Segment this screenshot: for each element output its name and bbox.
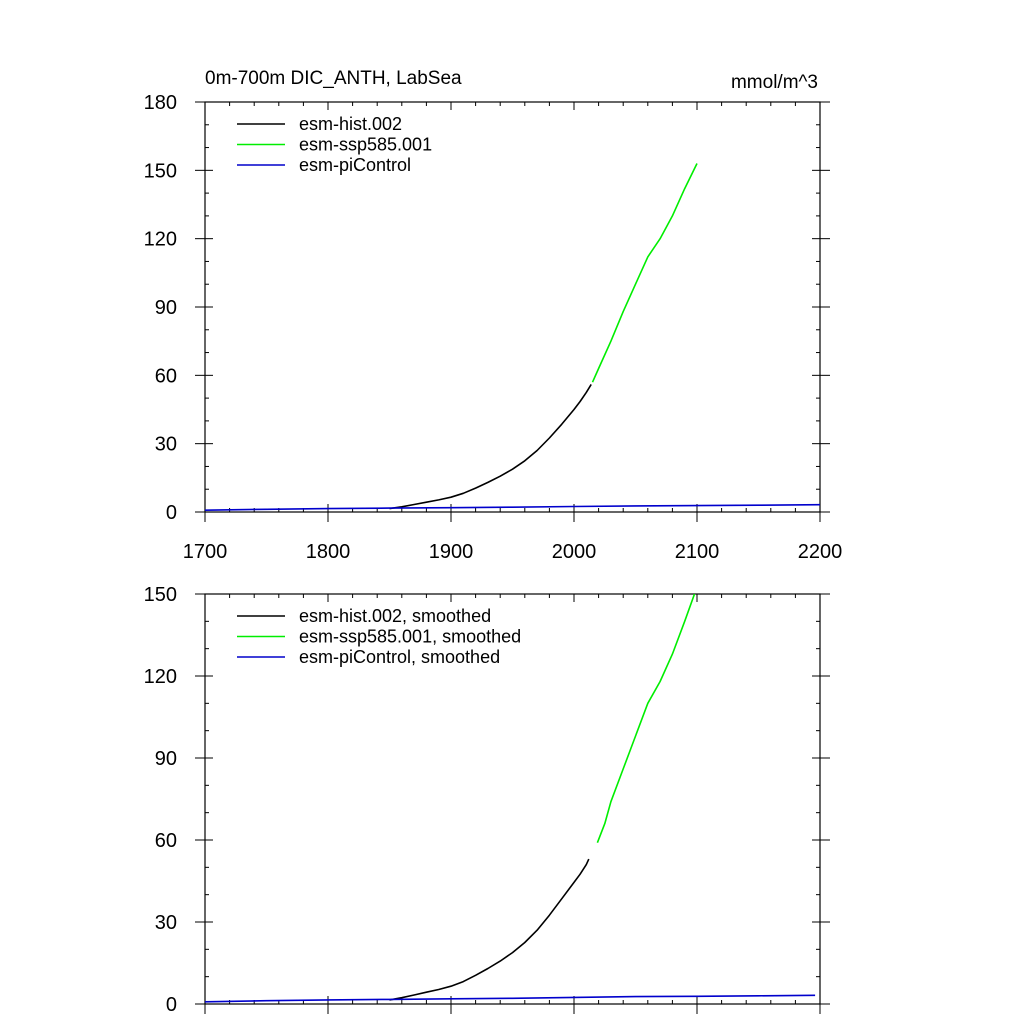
- plot-frame: [204, 593, 821, 1005]
- legend-entry: esm-ssp585.001: [299, 135, 432, 155]
- y-tick-label: 0: [166, 502, 177, 524]
- series-line-1: [596, 594, 696, 843]
- chart-units: mmol/m^3: [731, 72, 818, 93]
- legend-entry: esm-hist.002: [299, 114, 402, 134]
- y-tick-label: 120: [144, 229, 177, 251]
- y-tick-label: 150: [144, 584, 177, 606]
- y-tick-label: 30: [155, 434, 177, 456]
- legend-entry: esm-ssp585.001, smoothed: [299, 627, 521, 647]
- chart-title: 0m-700m DIC_ANTH, LabSea: [205, 68, 462, 89]
- series-line-0: [389, 858, 590, 1001]
- x-tick-label: 1900: [429, 541, 474, 563]
- top-panel: 1700 1800 1900 2000 2100 2200 0 30 60 90 120 150 180…: [144, 68, 843, 563]
- series-line-0: [389, 383, 592, 510]
- y-tick-label: 60: [155, 830, 177, 852]
- series-line-2: [205, 994, 816, 1003]
- plot-frame: [204, 101, 821, 513]
- y-tick-label: 60: [155, 365, 177, 387]
- y-tick-label: 180: [144, 92, 177, 114]
- bottom-panel: 0 30 60 90 120 150 esm-hist.002, smoothedesm-s…: [144, 584, 830, 1016]
- x-tick-label: 1800: [306, 541, 351, 563]
- x-tick-label: 2000: [552, 541, 597, 563]
- x-tick-label: 2200: [798, 541, 843, 563]
- y-tick-label: 120: [144, 666, 177, 688]
- y-tick-label: 30: [155, 912, 177, 934]
- legend-entry: esm-hist.002, smoothed: [299, 606, 491, 626]
- x-tick-label: 1700: [183, 541, 228, 563]
- series-line-1: [591, 163, 698, 383]
- y-tick-label: 90: [155, 297, 177, 319]
- legend-entry: esm-piControl, smoothed: [299, 647, 500, 667]
- x-tick-label: 2100: [675, 541, 720, 563]
- y-tick-label: 150: [144, 160, 177, 182]
- y-tick-label: 90: [155, 748, 177, 770]
- y-tick-label: 0: [166, 994, 177, 1016]
- legend-entry: esm-piControl: [299, 155, 411, 175]
- series-line-2: [205, 503, 820, 511]
